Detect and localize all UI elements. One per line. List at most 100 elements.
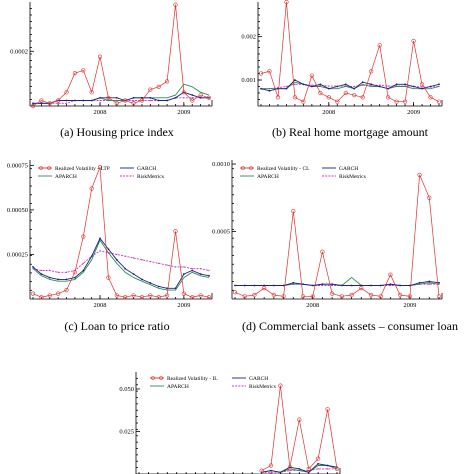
caption-d: (d) Commercial bank assets – consumer lo…	[242, 319, 458, 333]
point-garch	[82, 99, 85, 102]
legend-label-aparch: APARCH	[55, 174, 77, 180]
point-realized	[164, 293, 170, 298]
point-realized	[114, 293, 119, 298]
series-garch-line	[235, 281, 440, 286]
point-garch	[234, 284, 236, 287]
point-riskmetrics	[65, 271, 68, 273]
legend-marker	[47, 166, 51, 170]
point-realized	[148, 293, 153, 298]
point-garch	[174, 287, 177, 290]
point-riskmetrics	[132, 99, 135, 102]
point-realized	[131, 293, 136, 298]
point-realized	[198, 293, 203, 298]
point-realized	[310, 294, 315, 299]
y-tick-label: 0.002	[241, 34, 256, 41]
point-garch	[421, 87, 423, 90]
point-realized	[339, 294, 344, 299]
point-garch	[132, 96, 135, 99]
point-realized	[292, 95, 298, 100]
point-realized	[39, 98, 44, 103]
legend-marker	[151, 376, 155, 380]
point-realized	[181, 90, 186, 95]
point-realized	[378, 294, 383, 299]
legend-label-garch: GARCH	[339, 166, 358, 172]
point-realized	[139, 295, 145, 300]
point-riskmetrics	[362, 84, 364, 86]
point-garch	[327, 87, 330, 90]
chart-e: 0.050 0.025 Realized Volatility - IL GARCH A…	[119, 372, 341, 474]
point-realized	[320, 249, 325, 254]
point-realized	[301, 99, 306, 104]
point-realized	[123, 295, 128, 300]
point-garch	[199, 273, 202, 275]
point-realized	[330, 291, 335, 296]
point-riskmetrics	[49, 269, 51, 272]
point-garch	[243, 284, 246, 287]
point-garch	[429, 85, 432, 88]
series-aparch-line	[235, 276, 440, 286]
point-riskmetrics	[428, 283, 430, 285]
point-realized	[64, 287, 69, 293]
point-garch	[294, 79, 296, 81]
point-garch	[428, 280, 431, 283]
point-realized	[369, 69, 374, 74]
point-riskmetrics	[183, 266, 185, 268]
point-realized	[377, 43, 382, 48]
caption-b: (b) Real home mortgage amount	[272, 125, 429, 139]
point-realized	[398, 292, 403, 298]
point-realized	[306, 466, 311, 472]
legend-label-riskmetrics: RiskMetrics	[137, 174, 164, 180]
point-realized	[206, 95, 212, 100]
point-realized	[349, 292, 354, 298]
legend-marker	[159, 376, 163, 380]
point-realized	[268, 463, 274, 468]
series-realized-line	[32, 4, 210, 107]
point-riskmetrics	[285, 85, 288, 88]
point-garch	[174, 96, 177, 99]
point-riskmetrics	[294, 83, 296, 85]
point-garch	[412, 85, 415, 88]
x-tick-label: 2009	[407, 109, 420, 116]
point-riskmetrics	[82, 262, 84, 264]
point-realized	[252, 292, 257, 298]
point-realized	[259, 468, 264, 473]
point-realized	[427, 195, 432, 200]
point-riskmetrics	[311, 84, 313, 86]
point-garch	[48, 276, 51, 279]
point-garch	[378, 85, 381, 88]
point-realized	[278, 383, 283, 388]
legend-label-riskmetrics: RiskMetrics	[249, 384, 276, 390]
point-riskmetrics	[149, 260, 151, 263]
point-realized	[419, 82, 425, 87]
point-garch	[157, 285, 160, 288]
point-garch	[389, 283, 392, 286]
point-garch	[124, 267, 127, 270]
point-riskmetrics	[57, 271, 59, 273]
point-riskmetrics	[183, 97, 185, 99]
point-realized	[343, 90, 348, 96]
caption-c: (c) Loan to price ratio	[64, 319, 169, 333]
point-garch	[321, 283, 324, 286]
point-realized	[436, 294, 442, 299]
point-riskmetrics	[191, 97, 193, 99]
point-riskmetrics	[141, 259, 143, 261]
point-garch	[40, 273, 43, 275]
x-tick-label: 2008	[306, 302, 319, 309]
point-realized	[56, 98, 61, 103]
point-garch	[270, 469, 272, 472]
point-realized	[30, 103, 36, 109]
point-garch	[302, 283, 304, 286]
point-realized	[262, 286, 267, 291]
point-realized	[316, 456, 321, 461]
point-realized	[271, 292, 276, 298]
point-realized	[359, 286, 364, 291]
point-riskmetrics	[166, 264, 168, 266]
point-garch	[253, 284, 256, 287]
point-garch	[331, 283, 334, 286]
point-realized	[156, 84, 161, 89]
legend: Realized Volatility - CL GARCH APARCH RiskM…	[240, 166, 366, 180]
point-garch	[311, 284, 314, 287]
point-realized	[325, 407, 330, 412]
point-garch	[149, 96, 152, 99]
point-realized	[148, 87, 153, 92]
